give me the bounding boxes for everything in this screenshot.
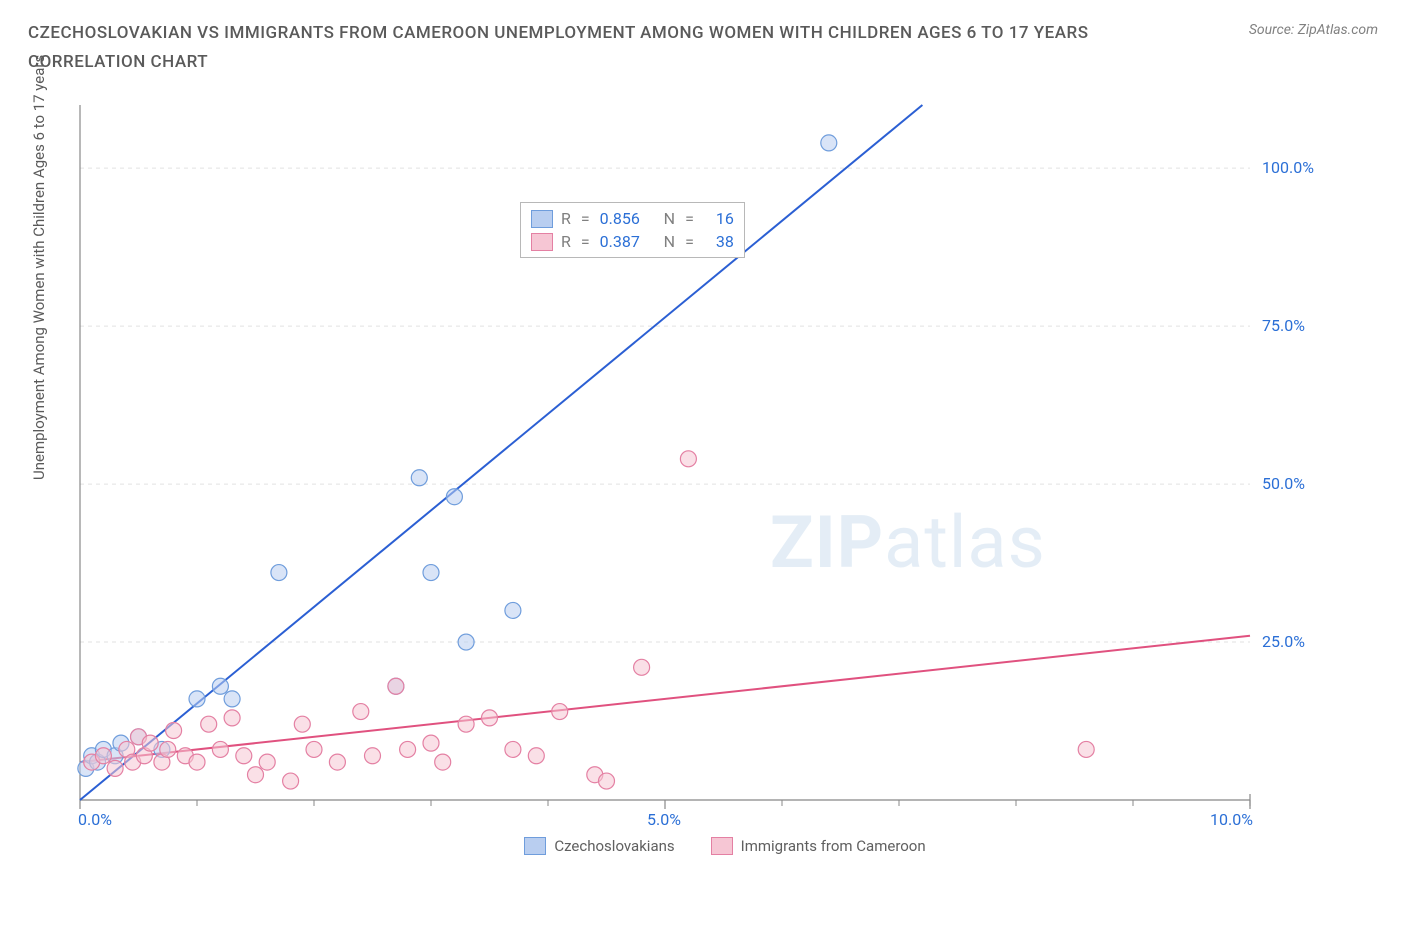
- legend-swatch: [531, 210, 553, 228]
- stat-eq: =: [685, 232, 694, 251]
- source-name: ZipAtlas.com: [1298, 22, 1378, 38]
- bottom-legend: Czechoslovakians Immigrants from Cameroon: [70, 837, 1380, 855]
- x-tick-label: 10.0%: [1210, 810, 1253, 829]
- stat-r-label: R: [561, 232, 571, 251]
- x-tick-label: 5.0%: [647, 810, 681, 829]
- source-prefix: Source:: [1249, 22, 1298, 38]
- stat-n-label: N: [664, 209, 675, 228]
- stat-eq: =: [581, 232, 590, 251]
- stat-n-label: N: [664, 232, 675, 251]
- stats-legend: R = 0.856 N = 16 R = 0.387 N = 38: [520, 202, 745, 258]
- legend-swatch: [531, 233, 553, 251]
- legend-item: Immigrants from Cameroon: [711, 837, 926, 855]
- x-tick-labels: 0.0% 5.0% 10.0%: [70, 810, 1380, 830]
- y-tick-label: 100.0%: [1262, 158, 1314, 177]
- stat-n-value: 38: [704, 232, 734, 251]
- legend-label: Immigrants from Cameroon: [741, 837, 926, 855]
- stats-legend-row: R = 0.387 N = 38: [531, 230, 734, 253]
- stat-n-value: 16: [704, 209, 734, 228]
- stat-eq: =: [685, 209, 694, 228]
- y-tick-label: 25.0%: [1262, 632, 1305, 651]
- legend-swatch: [524, 837, 546, 855]
- legend-item: Czechoslovakians: [524, 837, 674, 855]
- y-axis-label: Unemployment Among Women with Children A…: [30, 55, 48, 480]
- stat-r-value: 0.387: [600, 232, 656, 251]
- source-label: Source: ZipAtlas.com: [1249, 22, 1378, 38]
- y-tick-label: 75.0%: [1262, 316, 1305, 335]
- plot-area: ZIPatlas R=0.856N=16R=0.387N=38 25.0%50.…: [70, 100, 1380, 860]
- y-tick-label: 50.0%: [1262, 474, 1305, 493]
- chart-title: CZECHOSLOVAKIAN VS IMMIGRANTS FROM CAMER…: [28, 22, 1089, 44]
- stat-r-label: R: [561, 209, 571, 228]
- legend-label: Czechoslovakians: [554, 837, 674, 855]
- legend-swatch: [711, 837, 733, 855]
- stat-r-value: 0.856: [600, 209, 656, 228]
- chart-subtitle: CORRELATION CHART: [0, 44, 1406, 72]
- stat-eq: =: [581, 209, 590, 228]
- x-tick-label: 0.0%: [78, 810, 112, 829]
- stats-legend-row: R = 0.856 N = 16: [531, 207, 734, 230]
